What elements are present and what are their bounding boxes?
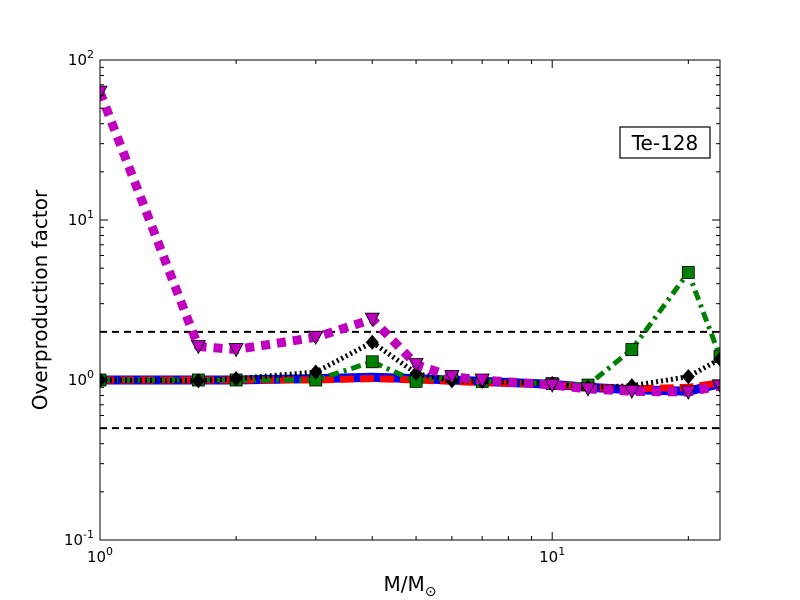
data-point — [444, 370, 460, 385]
data-point — [681, 266, 695, 279]
data-point — [309, 364, 323, 380]
data-point — [624, 384, 640, 400]
data-point — [408, 358, 424, 373]
x-tick-label: 101 — [539, 545, 565, 566]
annotation-label: Te-128 — [631, 131, 699, 155]
y-axis-label: Overproduction factor — [28, 189, 52, 410]
plot-frame — [99, 59, 721, 541]
data-point — [229, 371, 243, 387]
x-axis-label-main: M/M — [384, 572, 425, 596]
series-layer — [100, 85, 720, 400]
x-axis-label-sub: ⊙ — [425, 584, 437, 600]
y-tick-label: 102 — [68, 48, 94, 69]
y-tick-label: 100 — [68, 368, 94, 389]
data-point — [308, 330, 324, 346]
y-tick-label: 10-1 — [64, 528, 94, 549]
annotation-box: Te-128 — [619, 126, 711, 159]
data-point — [365, 355, 379, 369]
data-point — [681, 368, 695, 385]
reference-lines — [100, 330, 720, 430]
data-point — [625, 343, 639, 356]
data-point — [680, 385, 696, 400]
data-point — [191, 373, 205, 389]
data-point — [365, 334, 379, 350]
x-axis-label: M/M⊙ — [384, 572, 437, 600]
series-4 — [100, 85, 720, 400]
data-point — [190, 340, 207, 355]
series-2 — [100, 266, 720, 392]
data-point — [228, 343, 244, 358]
data-point — [712, 379, 720, 394]
data-point — [544, 378, 560, 393]
data-point — [713, 351, 720, 367]
y-tick-label: 101 — [68, 208, 94, 229]
x-tick-label: 100 — [87, 545, 113, 566]
data-point — [580, 382, 596, 397]
annotation-frame — [619, 126, 711, 159]
data-point — [364, 312, 380, 328]
data-point — [474, 373, 490, 388]
